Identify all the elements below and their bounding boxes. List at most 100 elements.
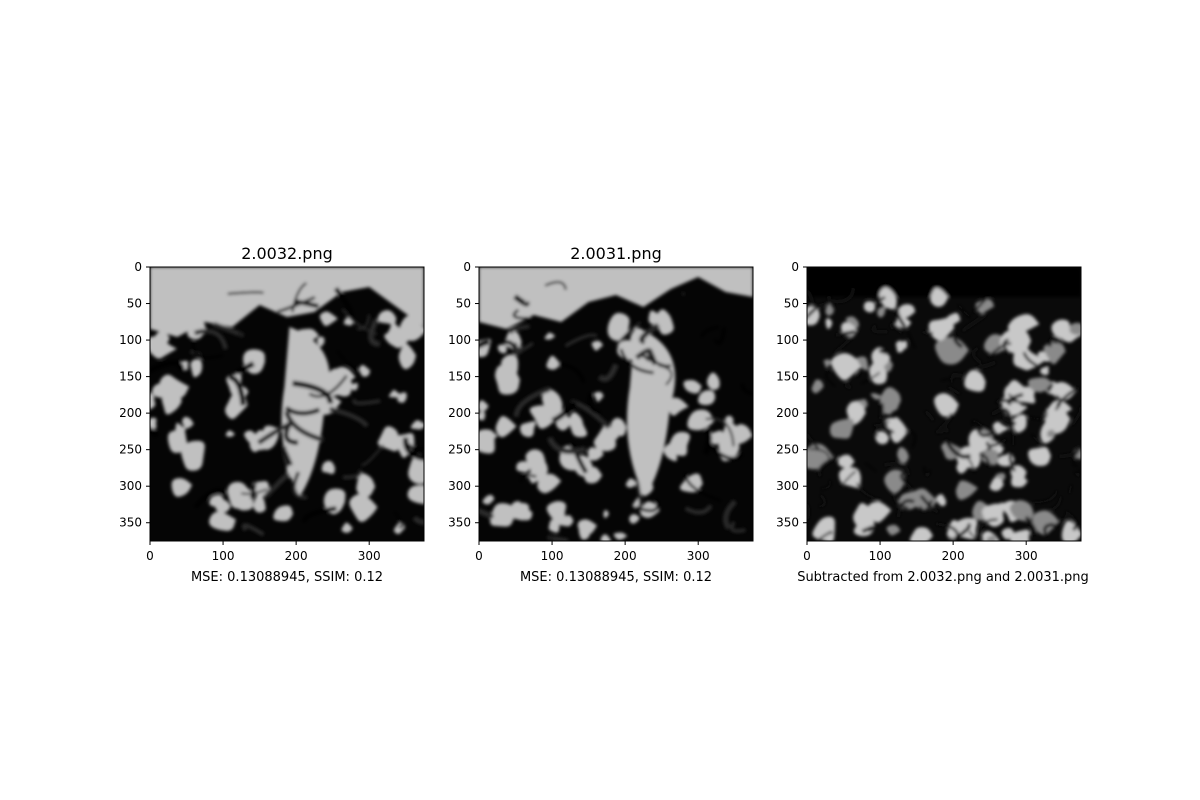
light-blob (1046, 429, 1056, 438)
y-tick-label: 250 (448, 443, 471, 457)
dark-strand (684, 472, 722, 503)
y-tick-label: 250 (119, 443, 142, 457)
light-blob (150, 392, 156, 410)
panel-1-xlabel: MSE: 0.13088945, SSIM: 0.12 (191, 570, 383, 585)
dark-strand (635, 348, 653, 362)
y-tick-label: 350 (448, 516, 471, 530)
light-blob (215, 500, 231, 513)
light-blob (181, 440, 205, 471)
light-blob (1001, 527, 1015, 540)
light-blob (854, 356, 869, 371)
x-tick-label: 0 (475, 549, 483, 563)
light-blob (870, 393, 882, 400)
y-tick-label: 0 (134, 260, 142, 274)
light-blob (890, 417, 909, 443)
light-blob (187, 320, 207, 340)
light-blob (167, 427, 188, 453)
light-blob (1040, 366, 1049, 376)
light-blob (359, 364, 371, 377)
edge-line (840, 470, 857, 487)
edge-line (990, 407, 1012, 420)
edge-line (860, 371, 881, 385)
edge-line (935, 412, 954, 435)
light-blob (1010, 529, 1030, 541)
dark-strand (284, 410, 325, 443)
edge-line (952, 333, 964, 349)
dark-strand (250, 481, 258, 500)
y-tick-label: 50 (456, 297, 471, 311)
light-blob (583, 466, 603, 484)
edge-line (976, 428, 997, 438)
dark-strand (551, 400, 578, 424)
dark-strand (713, 327, 727, 345)
dark-strand (193, 488, 227, 509)
light-blob (227, 481, 251, 509)
light-blob (877, 306, 886, 318)
x-tick-label: 200 (614, 549, 637, 563)
light-blob (498, 380, 512, 394)
edge-line (899, 471, 913, 491)
x-tick-label: 100 (212, 549, 235, 563)
light-blob (568, 412, 588, 438)
light-blob (638, 483, 654, 496)
y-tick-label: 100 (448, 333, 471, 347)
y-tick-label: 0 (791, 260, 799, 274)
panel-2-xlabel: MSE: 0.13088945, SSIM: 0.12 (520, 570, 712, 585)
y-tick-label: 350 (119, 516, 142, 530)
y-tick-label: 100 (119, 333, 142, 347)
panel-3-y-axis: 0 50 100 150 200 250 300 350 (776, 260, 807, 530)
light-blob (321, 460, 336, 474)
light-blob (898, 340, 908, 349)
light-blob (505, 330, 522, 351)
dark-strand (276, 296, 316, 314)
edge-line (986, 438, 1008, 448)
light-blob (1061, 520, 1081, 541)
edge-line (904, 430, 917, 449)
light-blob (997, 502, 1009, 512)
light-blob (709, 430, 726, 445)
edge-line (816, 531, 833, 541)
edge-line (835, 328, 859, 337)
light-blob (296, 328, 320, 346)
edge-line (940, 372, 964, 382)
panel-1-y-axis: 0 50 100 150 200 250 300 350 (119, 260, 150, 530)
edge-line (895, 307, 907, 329)
edge-line (972, 346, 983, 365)
light-blob (999, 328, 1032, 355)
edge-line (987, 342, 1012, 359)
light-blob (607, 312, 630, 341)
dark-strand (403, 437, 424, 462)
light-blob (600, 534, 611, 541)
light-blob (497, 344, 507, 354)
edge-line (995, 398, 1018, 405)
dark-strand (227, 291, 264, 295)
edge-line (1002, 416, 1017, 427)
light-blob (479, 411, 486, 421)
light-blob (1032, 510, 1060, 535)
light-blob (667, 397, 689, 416)
panel-1-image (150, 267, 424, 541)
light-blob (410, 420, 424, 430)
panel-3-x-axis: 0 100 200 300 (803, 541, 1038, 563)
light-blob (897, 447, 909, 464)
dark-strand (479, 507, 494, 519)
light-blob (150, 417, 157, 430)
dark-strand (684, 504, 713, 515)
light-blob (968, 429, 993, 454)
light-blob (341, 522, 353, 533)
edge-line (922, 330, 933, 336)
dark-strand (284, 406, 321, 416)
edge-line (1064, 510, 1078, 532)
edge-line (855, 370, 861, 378)
light-blob (863, 301, 876, 313)
light-blob (377, 310, 397, 325)
light-blob (679, 473, 703, 493)
edge-line (890, 322, 904, 335)
edge-line (938, 425, 950, 434)
edge-line (1033, 490, 1058, 504)
panel-3-frame (806, 266, 1082, 542)
y-tick-label: 50 (784, 297, 799, 311)
dark-strand (634, 498, 659, 513)
dark-strand (639, 323, 660, 345)
